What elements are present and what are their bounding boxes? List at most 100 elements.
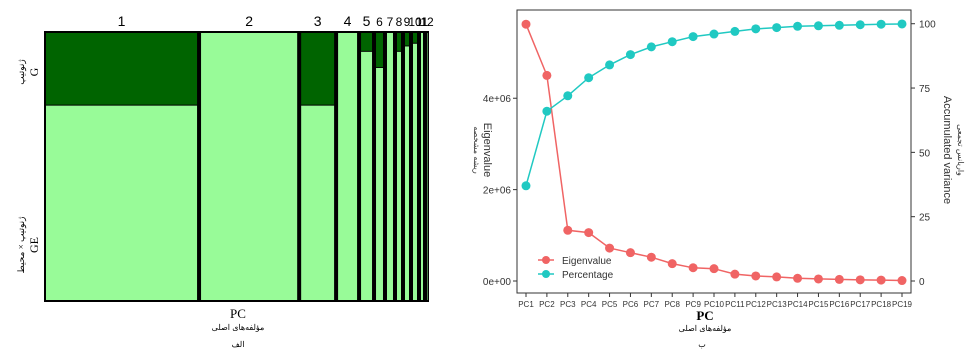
mosaic-column-label: 2	[245, 13, 253, 29]
point-percentage	[751, 24, 761, 34]
x-tick-label: PC6	[623, 300, 639, 309]
point-percentage	[772, 23, 782, 33]
legend-label-eigenvalue: Eigenvalue	[562, 256, 612, 267]
mosaic-cell-g	[301, 33, 335, 105]
point-percentage	[813, 21, 823, 31]
segment-label-ge-fa: ژنوتیپ × محیط	[16, 216, 27, 273]
point-eigenvalue	[772, 272, 782, 282]
right-axis-label: Accumulated variance	[941, 96, 953, 204]
point-eigenvalue	[521, 19, 531, 29]
right-tick-label: 100	[919, 20, 936, 31]
segment-label-g: G	[27, 67, 41, 76]
point-percentage	[688, 32, 698, 42]
x-tick-label: PC2	[539, 300, 555, 309]
point-eigenvalue	[813, 274, 823, 284]
point-eigenvalue	[751, 271, 761, 281]
mosaic-cell-ge	[301, 105, 335, 300]
point-eigenvalue	[876, 275, 886, 285]
segment-label-ge: GE	[27, 237, 41, 253]
x-tick-label: PC3	[560, 300, 576, 309]
legend: Eigenvalue Percentage	[538, 256, 614, 281]
right-tick-label: 50	[919, 148, 931, 159]
mosaic-cell-ge	[376, 67, 383, 300]
left-tick-label: 2e+06	[483, 186, 512, 197]
x-tick-label: PC11	[725, 300, 745, 309]
point-eigenvalue	[542, 70, 552, 80]
mosaic-cells	[44, 31, 429, 302]
mosaic-column-label: 8	[396, 15, 403, 29]
x-tick-label: PC18	[871, 300, 892, 309]
point-percentage	[667, 37, 677, 47]
mosaic-column-label: 10	[408, 15, 422, 29]
x-tick-label: PC19	[892, 300, 913, 309]
point-eigenvalue	[646, 252, 656, 262]
point-eigenvalue	[730, 269, 740, 279]
scree-x-label: PC	[696, 308, 713, 323]
point-percentage	[855, 20, 865, 30]
legend-label-percentage: Percentage	[562, 270, 614, 281]
mosaic-x-label-fa: مؤلفه‌های اصلی	[212, 323, 265, 332]
series-lines	[521, 19, 907, 286]
series-line-eigenvalue	[525, 23, 903, 282]
x-axis-ticks: PC1 PC2 PC3 PC4 PC5 PC6 PC7 PC8 PC9 PC10 PC11 PC12 P…	[518, 293, 913, 309]
mosaic-cell-ge	[404, 46, 409, 301]
x-tick-label: PC14	[788, 300, 809, 309]
segment-label-g-fa: ژنوتیپ	[16, 59, 27, 85]
point-eigenvalue	[793, 273, 803, 283]
mosaic-cell-ge	[396, 51, 401, 300]
left-axis-label: Eigenvalue	[481, 123, 493, 177]
scree-caption: ب	[698, 340, 706, 349]
point-eigenvalue	[855, 275, 865, 285]
x-tick-label: PC16	[829, 300, 850, 309]
legend-marker-eigenvalue	[542, 256, 550, 264]
point-percentage	[542, 106, 552, 116]
mosaic-caption: الف	[232, 340, 245, 349]
series-line-percentage	[525, 23, 903, 187]
x-tick-label: PC17	[850, 300, 871, 309]
mosaic-cell-g	[396, 33, 401, 51]
legend-marker-percentage	[542, 270, 550, 278]
plot-frame	[516, 9, 912, 294]
point-eigenvalue	[605, 243, 615, 253]
x-tick-label: PC9	[685, 300, 701, 309]
point-percentage	[897, 19, 907, 29]
mosaic-column-label: 1	[118, 13, 126, 29]
left-axis-ticks: 0e+00 2e+06 4e+06	[483, 94, 517, 288]
point-percentage	[563, 91, 573, 101]
x-tick-label: PC12	[746, 300, 767, 309]
mosaic-column-label: 4	[344, 13, 352, 29]
point-percentage	[646, 42, 656, 52]
mosaic-column-label: 6	[376, 15, 383, 29]
right-axis-label-fa: واریانس تجمعی	[956, 124, 965, 176]
x-tick-label: PC10	[704, 300, 725, 309]
mosaic-cell-g	[46, 33, 198, 105]
x-tick-label: PC4	[581, 300, 597, 309]
scree-x-label-fa: مؤلفه‌های اصلی	[679, 324, 732, 333]
mosaic-x-label: PC	[230, 306, 246, 321]
x-tick-label: PC8	[664, 300, 680, 309]
point-eigenvalue	[897, 276, 907, 286]
point-percentage	[605, 60, 615, 70]
point-eigenvalue	[709, 264, 719, 274]
left-axis-label-fa: ریشه مشخصه	[472, 126, 481, 174]
mosaic-column-label: 9	[404, 15, 411, 29]
mosaic-cell-ge	[46, 105, 198, 300]
mosaic-cell-g	[404, 33, 409, 46]
left-tick-label: 4e+06	[483, 94, 512, 105]
mosaic-column-label: 5	[363, 13, 371, 29]
right-tick-label: 75	[919, 84, 931, 95]
point-eigenvalue	[625, 248, 635, 258]
right-axis-ticks: 0 25 50 75 100	[911, 20, 936, 288]
point-eigenvalue	[584, 228, 594, 238]
x-tick-label: PC5	[602, 300, 618, 309]
mosaic-cell-g	[412, 33, 417, 43]
mosaic-cell-g	[361, 33, 373, 51]
x-tick-label: PC15	[808, 300, 829, 309]
point-eigenvalue	[667, 259, 677, 269]
mosaic-y-labels: G ژنوتیپ GE ژنوتیپ × محیط	[16, 59, 41, 273]
mosaic-cell-ge	[361, 51, 373, 300]
x-tick-label: PC13	[767, 300, 788, 309]
mosaic-column-label: 7	[387, 15, 394, 29]
point-eigenvalue	[688, 263, 698, 273]
